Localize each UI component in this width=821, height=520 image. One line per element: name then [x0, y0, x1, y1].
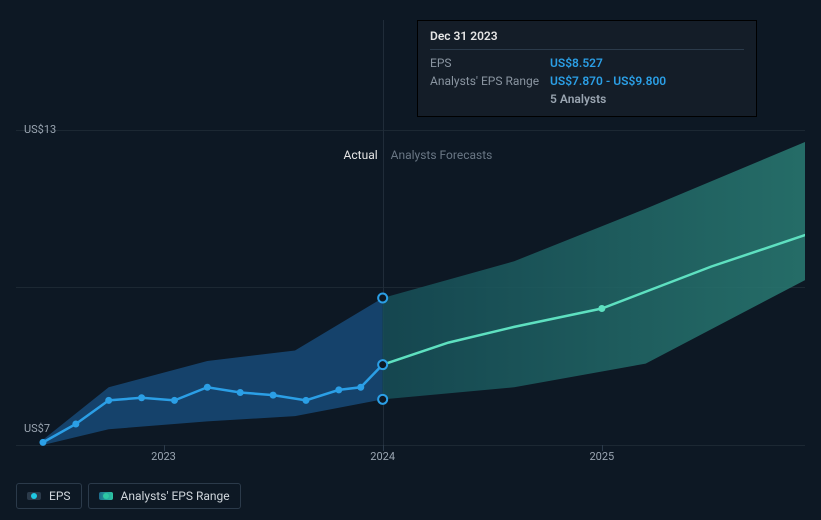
y-tick-label-13: US$13	[24, 123, 56, 136]
tooltip-row-eps: EPS US$8.527	[430, 54, 744, 72]
x-label-2024: 2024	[370, 450, 395, 463]
tooltip-row-range: Analysts' EPS Range US$7.870 - US$9.800	[430, 72, 744, 90]
divider-line	[383, 20, 384, 445]
tooltip-row-count: 5 Analysts	[430, 90, 744, 108]
x-label-2025: 2025	[589, 450, 614, 463]
legend-label-range: Analysts' EPS Range	[121, 489, 230, 503]
gridline-mid	[16, 287, 805, 288]
tooltip-key-count	[430, 92, 550, 106]
tooltip-val-count: 5 Analysts	[550, 92, 606, 106]
tooltip-val-range: US$7.870 - US$9.800	[550, 74, 666, 88]
legend-swatch-range	[99, 492, 113, 500]
legend: EPS Analysts' EPS Range	[16, 483, 241, 509]
tooltip-val-eps: US$8.527	[550, 56, 603, 70]
gridline-y7	[16, 445, 805, 446]
tooltip: Dec 31 2023 EPS US$8.527 Analysts' EPS R…	[417, 20, 757, 117]
x-label-2023: 2023	[151, 450, 176, 463]
legend-item-eps[interactable]: EPS	[16, 483, 82, 509]
tooltip-key-range: Analysts' EPS Range	[430, 74, 550, 88]
legend-item-range[interactable]: Analysts' EPS Range	[88, 483, 241, 509]
region-label-forecast: Analysts Forecasts	[391, 148, 493, 162]
y-tick-label-7: US$7	[24, 422, 50, 435]
tooltip-key-eps: EPS	[430, 56, 550, 70]
gridline-y13	[16, 130, 805, 131]
legend-label-eps: EPS	[49, 489, 71, 503]
legend-swatch-eps	[27, 492, 41, 500]
chart-container: US$13 US$7 Actual Analysts Forecasts 202…	[16, 0, 805, 520]
region-label-actual: Actual	[323, 148, 378, 162]
tooltip-date: Dec 31 2023	[430, 29, 744, 50]
